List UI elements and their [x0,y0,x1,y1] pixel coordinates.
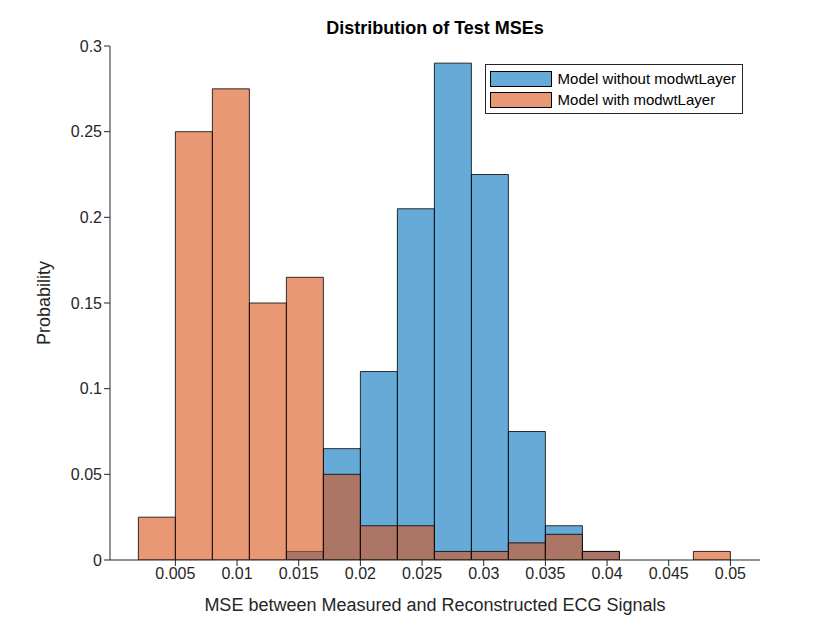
svg-text:0.2: 0.2 [80,209,102,226]
html-text:Distribution of Test MSEs: Distribution of Test MSEs [326,18,544,38]
html-text:Model without modwtLayer: Model without modwtLayer [557,70,736,87]
svg-text:0.025: 0.025 [402,565,442,582]
svg-text:0.3: 0.3 [80,38,102,55]
svg-text:0: 0 [93,552,102,569]
html-text:Model with modwtLayer: Model with modwtLayer [557,91,716,108]
html-text:Probability: Probability [33,261,54,345]
svg-text:0.25: 0.25 [71,123,102,140]
svg-text:0.05: 0.05 [715,565,746,582]
html-text:MSE between Measured and Recon: MSE between Measured and Reconstructed E… [204,595,666,615]
svg-text:0.1: 0.1 [80,380,102,397]
svg-text:0.045: 0.045 [649,565,689,582]
svg-text:0.035: 0.035 [525,565,565,582]
svg-text:0.03: 0.03 [468,565,499,582]
svg-text:0.02: 0.02 [345,565,376,582]
svg-text:0.005: 0.005 [155,565,195,582]
svg-text:0.04: 0.04 [591,565,622,582]
svg-text:0.15: 0.15 [71,295,102,312]
svg-text:0.015: 0.015 [279,565,319,582]
svg-text:0.01: 0.01 [221,565,252,582]
svg-text:0.05: 0.05 [71,466,102,483]
